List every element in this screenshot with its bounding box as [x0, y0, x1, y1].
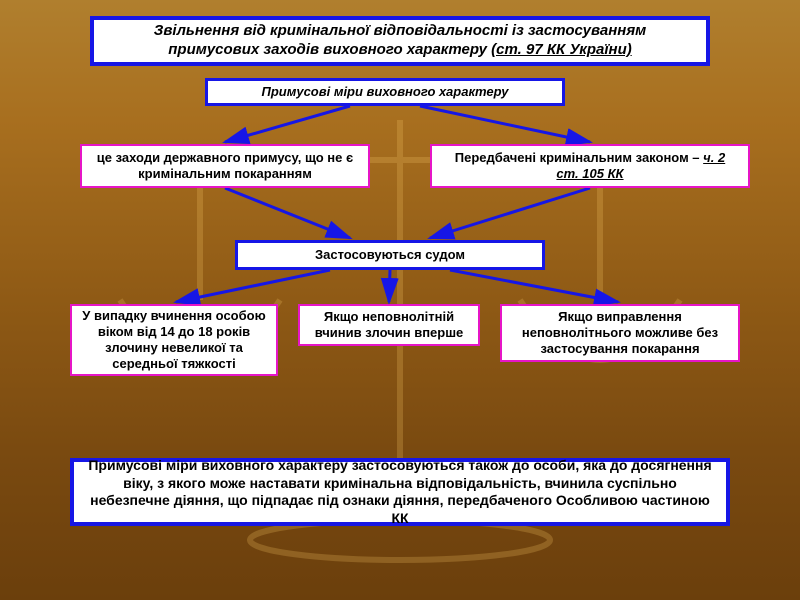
bottom-note-text: Примусові міри виховного характеру засто…	[84, 457, 716, 527]
court-box: Застосовуються судом	[235, 240, 545, 270]
condition-right-box: Якщо виправлення неповнолітнього можливе…	[500, 304, 740, 362]
definition-left-text: це заходи державного примусу, що не є кр…	[92, 150, 358, 183]
title-line1: Звільнення від кримінальної відповідальн…	[154, 22, 647, 39]
condition-left-box: У випадку вчинення особою віком від 14 д…	[70, 304, 278, 376]
condition-mid-text: Якщо неповнолітній вчинив злочин вперше	[310, 309, 468, 342]
condition-left-text: У випадку вчинення особою віком від 14 д…	[82, 308, 266, 373]
subheading-text: Примусові міри виховного характеру	[262, 84, 509, 100]
title-ref: (ст. 97 КК України)	[491, 41, 632, 58]
definition-right-box: Передбачені кримінальним законом – ч. 2 …	[430, 144, 750, 188]
title-line2a: примусових заходів виховного характеру	[168, 41, 491, 58]
condition-mid-box: Якщо неповнолітній вчинив злочин вперше	[298, 304, 480, 346]
condition-right-text: Якщо виправлення неповнолітнього можливе…	[512, 309, 728, 358]
subheading-box: Примусові міри виховного характеру	[205, 78, 565, 106]
title-box: Звільнення від кримінальної відповідальн…	[90, 16, 710, 66]
definition-left-box: це заходи державного примусу, що не є кр…	[80, 144, 370, 188]
definition-right-text: Передбачені кримінальним законом –	[455, 150, 703, 165]
court-text: Застосовуються судом	[315, 247, 465, 263]
bottom-note-box: Примусові міри виховного характеру засто…	[70, 458, 730, 526]
